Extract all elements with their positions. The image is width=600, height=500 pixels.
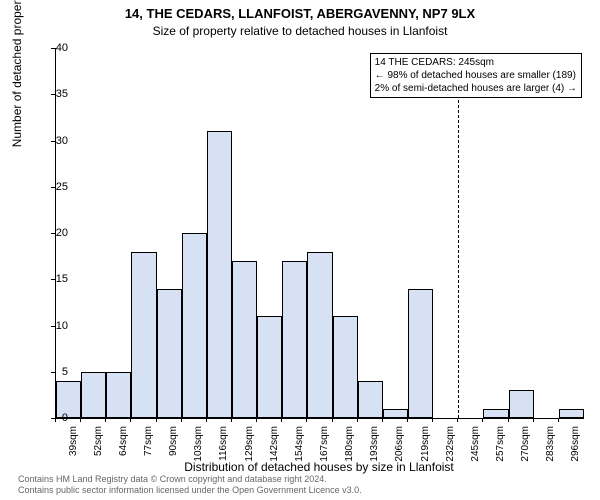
annotation-line: 2% of semi-detached houses are larger (4… [375,82,577,95]
x-tick-mark [80,418,81,422]
histogram-bar [408,289,433,419]
histogram-bar [182,233,207,418]
histogram-bar [232,261,257,418]
x-tick-mark [533,418,534,422]
x-tick-label: 103sqm [193,426,204,466]
histogram-bar [257,316,282,418]
property-marker-line [458,100,460,418]
x-tick-label: 154sqm [294,426,305,466]
histogram-bar [157,289,182,419]
y-tick-mark [51,187,55,188]
x-tick-mark [432,418,433,422]
x-tick-label: 206sqm [394,426,405,466]
chart-container: 14, THE CEDARS, LLANFOIST, ABERGAVENNY, … [0,0,600,500]
annotation-line: ← 98% of detached houses are smaller (18… [375,69,577,82]
chart-title-sub: Size of property relative to detached ho… [0,24,600,38]
x-tick-mark [457,418,458,422]
x-tick-label: 257sqm [495,426,506,466]
x-tick-label: 39sqm [68,426,79,466]
x-tick-mark [256,418,257,422]
annotation-box: 14 THE CEDARS: 245sqm ← 98% of detached … [370,53,582,98]
histogram-bar [358,381,383,418]
x-tick-label: 77sqm [143,426,154,466]
y-tick-mark [51,233,55,234]
x-tick-label: 167sqm [319,426,330,466]
annotation-line: 14 THE CEDARS: 245sqm [375,56,577,69]
y-tick-mark [51,48,55,49]
y-tick-mark [51,418,55,419]
x-tick-mark [281,418,282,422]
y-tick-mark [51,326,55,327]
y-tick-mark [51,141,55,142]
x-tick-label: 180sqm [344,426,355,466]
x-tick-label: 129sqm [244,426,255,466]
y-tick-mark [51,94,55,95]
x-tick-mark [206,418,207,422]
x-tick-label: 142sqm [269,426,280,466]
histogram-bar [207,131,232,418]
histogram-bar [282,261,307,418]
x-tick-label: 193sqm [369,426,380,466]
x-tick-mark [105,418,106,422]
footer-line: Contains public sector information licen… [18,485,362,496]
histogram-bar [333,316,358,418]
histogram-bar [559,409,584,418]
x-tick-mark [130,418,131,422]
plot-area [55,48,584,419]
histogram-bar [106,372,131,418]
x-tick-mark [382,418,383,422]
x-tick-label: 232sqm [445,426,456,466]
y-tick-mark [51,372,55,373]
histogram-bar [483,409,508,418]
histogram-bar [509,390,534,418]
x-tick-mark [357,418,358,422]
histogram-bar [307,252,332,419]
x-tick-label: 219sqm [420,426,431,466]
x-tick-label: 296sqm [570,426,581,466]
x-tick-mark [482,418,483,422]
x-tick-label: 52sqm [93,426,104,466]
y-tick-mark [51,279,55,280]
x-tick-mark [332,418,333,422]
x-tick-label: 245sqm [470,426,481,466]
footer-line: Contains HM Land Registry data © Crown c… [18,474,362,485]
x-tick-mark [306,418,307,422]
chart-title-main: 14, THE CEDARS, LLANFOIST, ABERGAVENNY, … [0,6,600,21]
histogram-bar [81,372,106,418]
x-tick-mark [181,418,182,422]
x-tick-label: 90sqm [168,426,179,466]
x-tick-label: 283sqm [545,426,556,466]
x-tick-label: 116sqm [218,426,229,466]
x-tick-mark [558,418,559,422]
x-tick-label: 270sqm [520,426,531,466]
histogram-bar [131,252,156,419]
y-axis-label: Number of detached properties [10,0,24,147]
histogram-bar [383,409,408,418]
x-tick-mark [231,418,232,422]
x-tick-mark [508,418,509,422]
footer-attribution: Contains HM Land Registry data © Crown c… [18,474,362,496]
x-tick-label: 64sqm [118,426,129,466]
x-tick-mark [156,418,157,422]
x-tick-mark [407,418,408,422]
